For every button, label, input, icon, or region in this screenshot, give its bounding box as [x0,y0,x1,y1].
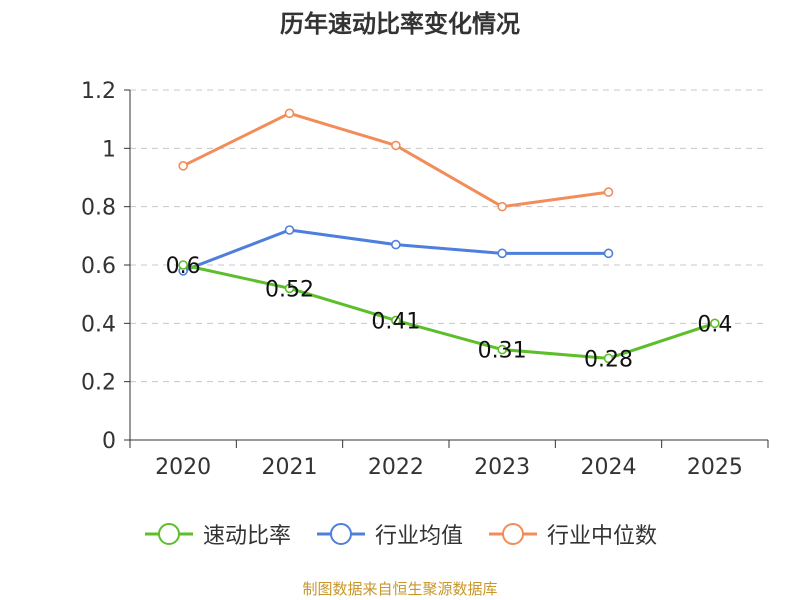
data-labels: 0.6 0.52 0.41 0.31 0.28 0.4 [166,254,733,372]
legend-item-3[interactable]: 行业中位数 [487,518,657,550]
x-tick-label: 2020 [155,455,211,480]
legend-label: 行业中位数 [547,518,657,550]
data-point [286,109,294,117]
legend-marker-icon [487,522,539,546]
data-point [286,226,294,234]
data-point [605,188,613,196]
data-point [179,162,187,170]
axes: 0 0.2 0.4 0.6 0.8 1 1.2 2020 2021 2022 2023 2024 202… [81,79,768,480]
data-label: 0.6 [166,254,201,279]
data-label: 0.41 [371,309,420,334]
legend-label: 行业均值 [375,518,463,550]
data-label: 0.31 [478,339,527,364]
source-note: 制图数据来自恒生聚源数据库 [0,578,800,599]
line-chart: 0 0.2 0.4 0.6 0.8 1 1.2 2020 2021 2022 2023 2024 202… [0,0,800,600]
legend-item-2[interactable]: 行业均值 [315,518,463,550]
legend-item-1[interactable]: 速动比率 [143,518,291,550]
y-tick-label: 0.2 [81,371,116,396]
data-point [605,249,613,257]
series-line-3 [183,113,608,206]
x-tick-label: 2023 [474,455,530,480]
legend: 速动比率 行业均值 行业中位数 [0,518,800,550]
y-tick-label: 1 [102,137,116,162]
y-tick-label: 1.2 [81,79,116,104]
y-tick-label: 0.6 [81,254,116,279]
series [179,109,719,362]
y-tick-label: 0.4 [81,312,116,337]
data-point [498,249,506,257]
data-label: 0.52 [265,277,314,302]
x-tick-label: 2022 [368,455,424,480]
x-tick-label: 2025 [687,455,743,480]
data-label: 0.28 [584,347,633,372]
legend-label: 速动比率 [203,518,291,550]
legend-marker-icon [143,522,195,546]
data-point [392,141,400,149]
legend-marker-icon [315,522,367,546]
x-tick-label: 2021 [262,455,318,480]
y-tick-label: 0 [102,429,116,454]
data-label: 0.4 [697,312,732,337]
data-point [498,203,506,211]
y-tick-label: 0.8 [81,196,116,221]
data-point [392,241,400,249]
series-line-1 [183,265,715,358]
x-tick-label: 2024 [581,455,637,480]
